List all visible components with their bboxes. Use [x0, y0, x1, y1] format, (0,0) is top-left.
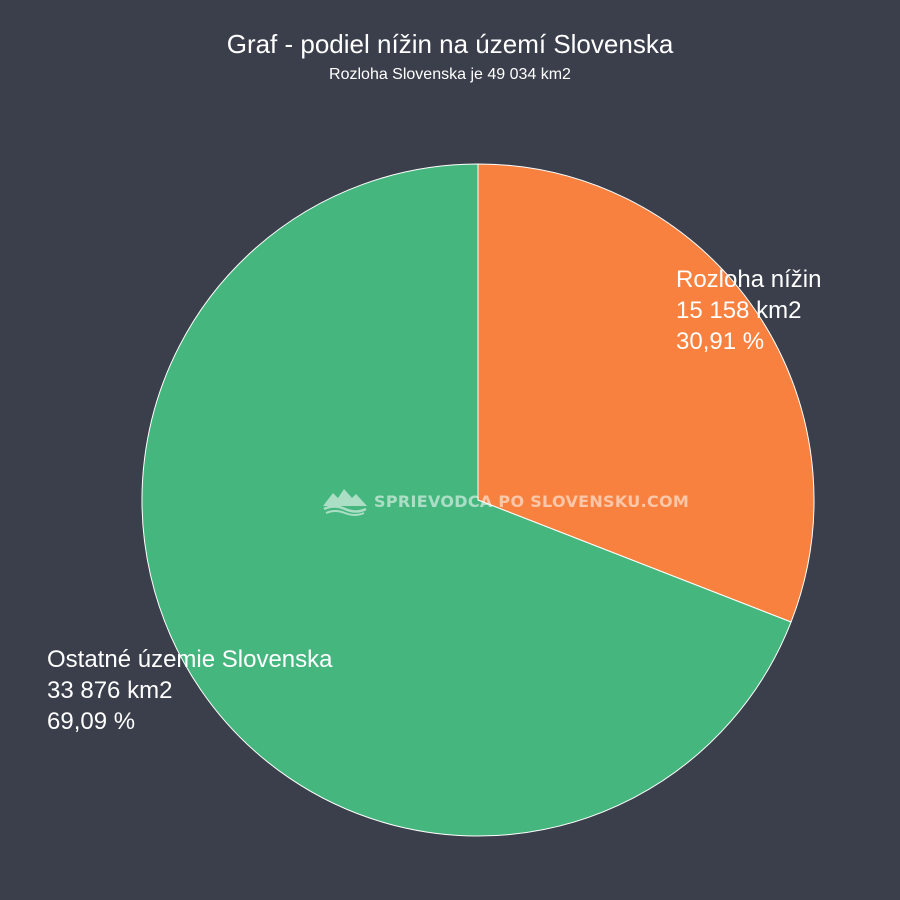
- chart-subtitle: Rozloha Slovenska je 49 034 km2: [329, 66, 571, 83]
- pie-slice-other-territory[interactable]: [141, 163, 792, 837]
- slice-label-lowlands: Rozloha nížin 15 158 km2 30,91 %: [676, 264, 821, 357]
- slice-label-other-percent: 69,09 %: [47, 708, 136, 735]
- slice-label-other-value: 33 876 km2: [47, 677, 173, 704]
- watermark-text: SPRIEVODCA PO SLOVENSKU.COM: [374, 491, 690, 511]
- mountain-logo-icon: [323, 489, 367, 516]
- slice-label-other-name: Ostatné územie Slovenska: [47, 646, 333, 673]
- chart-title: Graf - podiel nížin na území Slovenska: [226, 29, 674, 59]
- slice-label-lowlands-value: 15 158 km2: [676, 297, 802, 324]
- pie-slice-lowlands[interactable]: [477, 163, 815, 623]
- watermark: SPRIEVODCA PO SLOVENSKU.COM: [322, 486, 689, 516]
- slice-label-lowlands-name: Rozloha nížin: [676, 266, 822, 293]
- slice-label-lowlands-percent: 30,91 %: [676, 328, 765, 355]
- slice-label-other-territory: Ostatné územie Slovenska 33 876 km2 69,0…: [47, 644, 332, 737]
